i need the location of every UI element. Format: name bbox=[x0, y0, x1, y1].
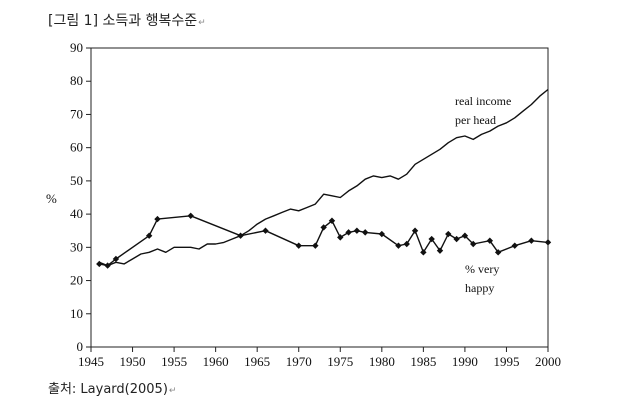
data-point-marker bbox=[295, 242, 302, 249]
y-tick-label: 80 bbox=[70, 73, 83, 88]
series-line-2 bbox=[99, 215, 549, 267]
data-point-marker bbox=[470, 240, 477, 248]
series-label-line: % very bbox=[465, 262, 499, 276]
y-tick-label: 10 bbox=[70, 306, 83, 321]
y-axis-label: % bbox=[46, 191, 57, 206]
data-point-marker bbox=[104, 262, 111, 269]
figure-caption: [그림 1] 소득과 행복수준↵ bbox=[48, 10, 206, 30]
data-point-marker bbox=[237, 232, 244, 239]
y-tick-label: 70 bbox=[70, 106, 83, 121]
chart-series bbox=[96, 88, 552, 269]
x-tick-label: 1955 bbox=[161, 354, 187, 369]
figure-source-text: 출처: Layard(2005) bbox=[48, 382, 168, 397]
series-label-line: per head bbox=[455, 113, 496, 127]
data-point-marker bbox=[445, 230, 452, 238]
x-tick-label: 1960 bbox=[203, 354, 229, 369]
data-point-marker bbox=[353, 227, 361, 234]
x-tick-label: 1950 bbox=[120, 354, 146, 369]
data-point-marker bbox=[486, 237, 494, 244]
x-tick-label: 1965 bbox=[244, 354, 270, 369]
plot-frame bbox=[90, 47, 549, 348]
data-point-marker bbox=[187, 212, 194, 219]
series-label-line: real income bbox=[455, 94, 511, 108]
data-point-marker bbox=[436, 247, 444, 254]
y-tick-label: 90 bbox=[70, 40, 83, 55]
data-point-marker bbox=[345, 229, 352, 236]
data-point-marker bbox=[453, 235, 460, 243]
data-point-marker bbox=[328, 217, 336, 224]
chart-axes bbox=[90, 47, 549, 348]
x-tick-label: 2000 bbox=[535, 354, 561, 369]
data-point-marker bbox=[511, 242, 518, 249]
data-point-marker bbox=[112, 255, 120, 263]
paragraph-mark-icon: ↵ bbox=[198, 18, 206, 28]
data-point-marker bbox=[337, 234, 344, 241]
data-point-marker bbox=[494, 249, 502, 256]
data-point-marker bbox=[420, 249, 427, 256]
data-point-marker bbox=[403, 240, 410, 248]
data-point-marker bbox=[544, 239, 552, 246]
x-tick-label: 1990 bbox=[452, 354, 478, 369]
x-tick-label: 1945 bbox=[78, 354, 104, 369]
x-tick-label: 1995 bbox=[493, 354, 519, 369]
y-tick-label: 50 bbox=[70, 173, 83, 188]
x-tick-label: 1980 bbox=[369, 354, 395, 369]
data-point-marker bbox=[312, 242, 319, 249]
series-line-1 bbox=[99, 88, 549, 267]
x-tick-label: 1975 bbox=[327, 354, 353, 369]
data-point-marker bbox=[320, 224, 327, 231]
data-point-marker bbox=[154, 215, 161, 223]
y-tick-label: 40 bbox=[70, 206, 83, 221]
y-tick-label: 60 bbox=[70, 140, 83, 155]
paragraph-mark-icon: ↵ bbox=[168, 386, 177, 396]
figure-caption-text: [그림 1] 소득과 행복수준 bbox=[48, 13, 198, 29]
x-tick-label: 1970 bbox=[286, 354, 312, 369]
data-point-marker bbox=[96, 260, 103, 268]
data-point-marker bbox=[395, 242, 402, 249]
data-point-marker bbox=[362, 229, 369, 236]
figure-source: 출처: Layard(2005)↵ bbox=[48, 378, 176, 397]
x-tick-label: 1985 bbox=[410, 354, 436, 369]
data-point-marker bbox=[378, 230, 386, 238]
data-point-marker bbox=[145, 232, 153, 239]
chart-labels: real income per head % very happy bbox=[455, 94, 511, 295]
data-point-marker bbox=[528, 237, 535, 244]
y-tick-label: 20 bbox=[70, 273, 83, 288]
data-point-marker bbox=[428, 235, 435, 243]
data-point-marker bbox=[262, 227, 269, 234]
data-point-marker bbox=[411, 227, 419, 234]
y-tick-label: 30 bbox=[70, 239, 83, 254]
chart-ticks: 0 10 20 30 40 50 60 70 80 90 1945 1950 1955 1960 1965 1… bbox=[70, 40, 561, 369]
data-point-marker bbox=[461, 232, 469, 239]
y-tick-label: 0 bbox=[77, 339, 84, 354]
series-label-line: happy bbox=[465, 281, 494, 295]
